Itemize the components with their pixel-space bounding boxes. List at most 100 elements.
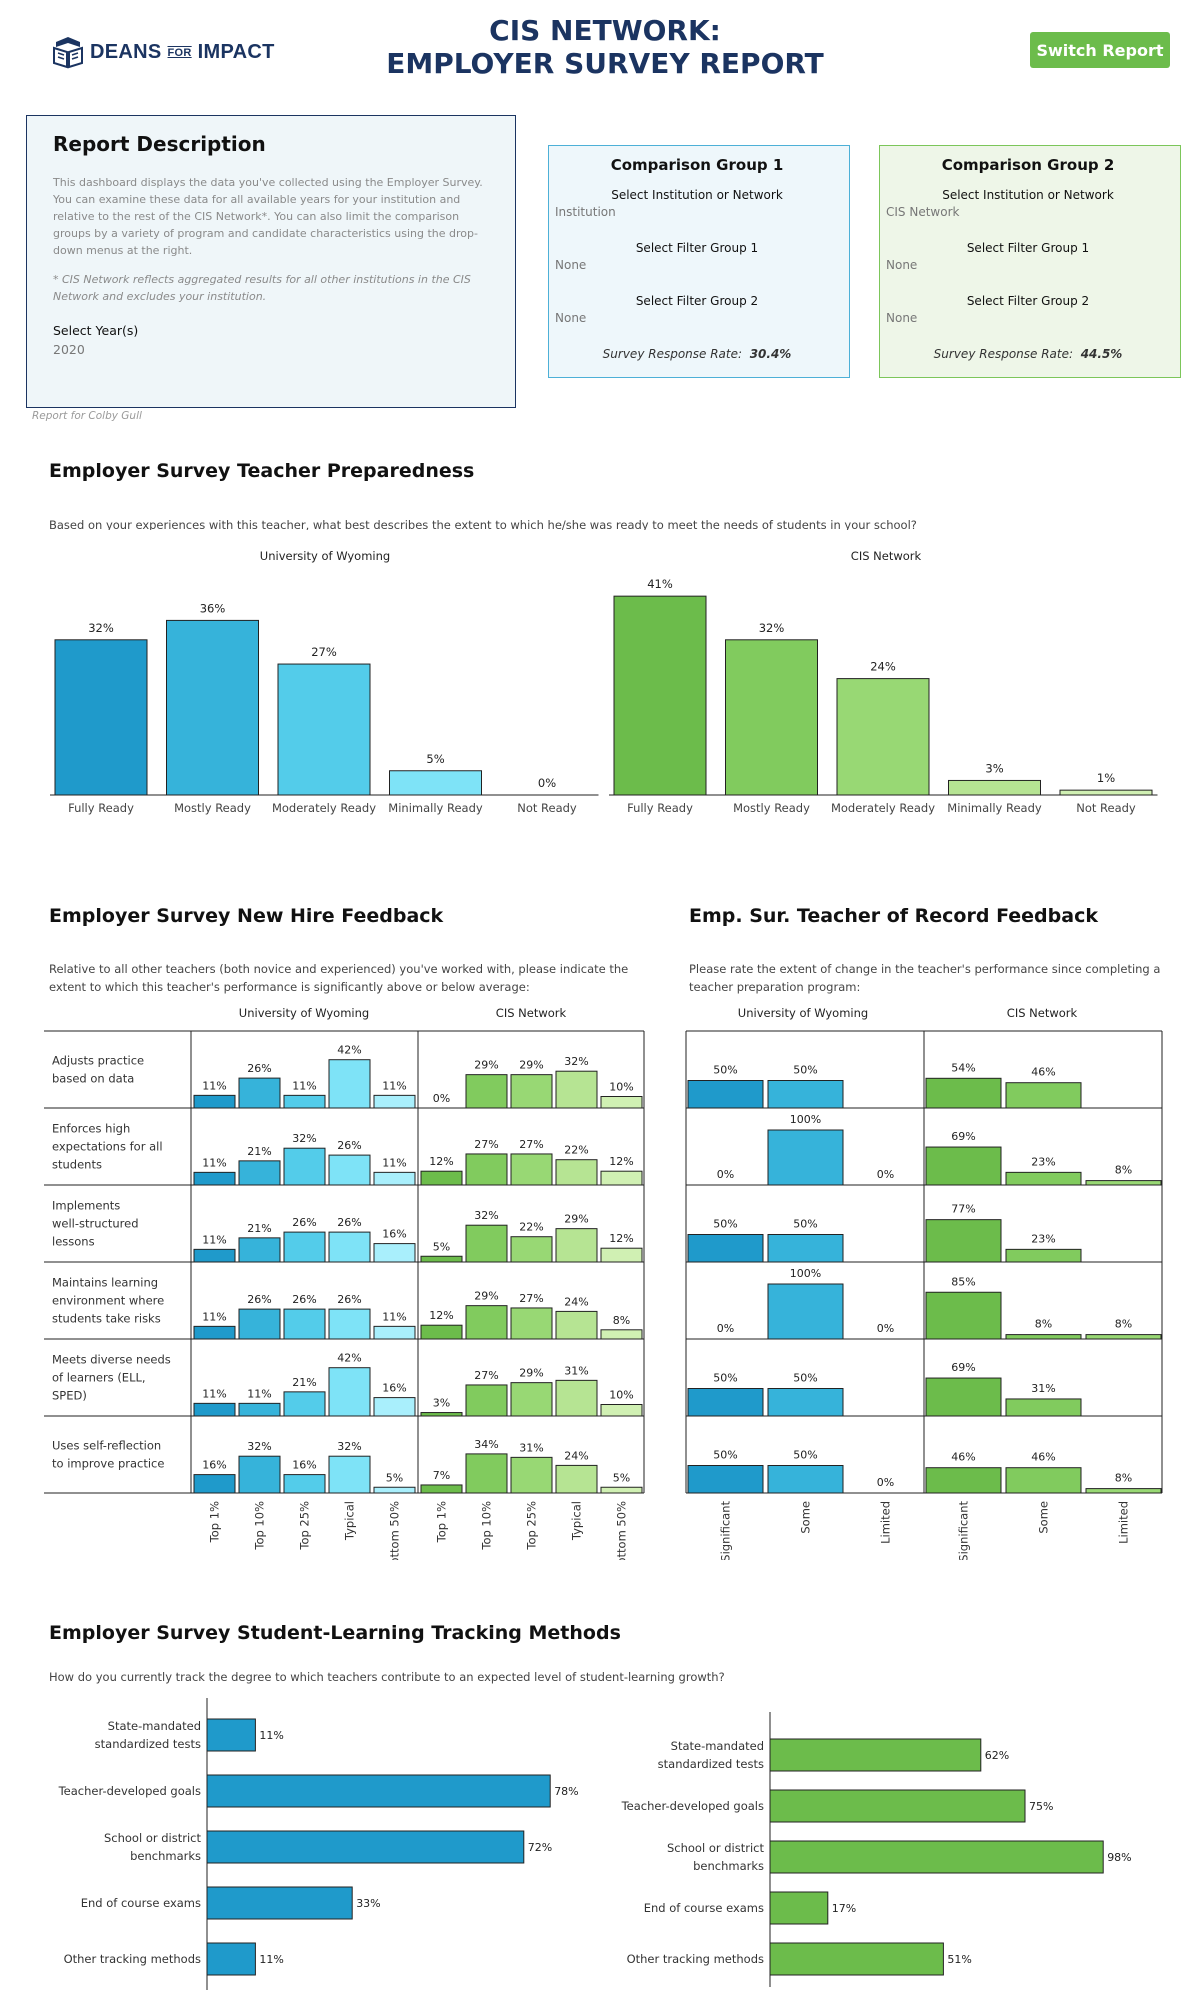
row-label: Implements <box>52 1199 120 1213</box>
data-label: 27% <box>519 1292 543 1305</box>
category-label: Bottom 50% <box>615 1501 629 1560</box>
data-label: 5% <box>433 1240 450 1253</box>
bar <box>767 1234 844 1263</box>
category-label: Fully Ready <box>68 801 134 815</box>
data-label: 12% <box>429 1155 453 1168</box>
bar <box>373 1486 416 1494</box>
bar <box>373 1397 416 1417</box>
data-label: 23% <box>1031 1155 1055 1168</box>
filter-group-1-select[interactable]: None <box>555 258 587 272</box>
data-label: 27% <box>519 1138 543 1151</box>
bar <box>206 1886 353 1920</box>
category-label: Minimally Ready <box>947 801 1042 815</box>
bar <box>328 1154 371 1186</box>
data-label: 42% <box>337 1352 361 1365</box>
bar <box>600 1170 643 1186</box>
bar <box>555 1070 598 1109</box>
bar <box>238 1160 281 1186</box>
year-select[interactable]: 2020 <box>53 342 85 357</box>
data-label: 12% <box>609 1232 633 1245</box>
filter-group-2-select[interactable]: None <box>555 311 587 325</box>
data-label: 26% <box>247 1293 271 1306</box>
category-label: Typical <box>343 1501 357 1541</box>
bar <box>238 1237 281 1263</box>
new-hire-title: Employer Survey New Hire Feedback <box>49 905 444 927</box>
comparison-group-1: Comparison Group 1 Select Institution or… <box>548 145 850 378</box>
series-header: University of Wyoming <box>738 1006 868 1020</box>
comparison-group-2: Comparison Group 2 Select Institution or… <box>879 145 1181 378</box>
description-body: This dashboard displays the data you've … <box>53 176 483 257</box>
switch-report-button[interactable]: Switch Report <box>1030 32 1170 68</box>
data-label: 50% <box>793 1449 817 1462</box>
bar <box>769 1789 1026 1823</box>
row-label: lessons <box>52 1235 95 1249</box>
bar <box>687 1080 764 1109</box>
data-label: 0% <box>538 776 556 790</box>
bar <box>769 1891 829 1925</box>
data-label: 98% <box>1107 1851 1131 1864</box>
data-label: 8% <box>1115 1472 1132 1485</box>
bar <box>206 1942 256 1976</box>
bar <box>555 1464 598 1494</box>
data-label: 32% <box>247 1440 271 1453</box>
data-label: 50% <box>713 1372 737 1385</box>
teacher-of-record-question: Please rate the extent of change in the … <box>689 962 1161 994</box>
data-label: 29% <box>474 1059 498 1072</box>
institution-select[interactable]: CIS Network <box>886 205 960 219</box>
data-label: 22% <box>564 1144 588 1157</box>
bar <box>600 1329 643 1340</box>
category-label: Not Ready <box>1076 801 1136 815</box>
data-label: 46% <box>1031 1451 1055 1464</box>
bar <box>420 1324 463 1340</box>
bar <box>767 1388 844 1417</box>
series-header: University of Wyoming <box>260 549 390 563</box>
row-label: environment where <box>52 1294 164 1308</box>
data-label: 7% <box>433 1469 450 1482</box>
bar <box>925 1146 1002 1186</box>
data-label: 10% <box>609 1081 633 1094</box>
row-label: based on data <box>52 1072 134 1086</box>
data-label: 26% <box>337 1139 361 1152</box>
data-label: 77% <box>951 1203 975 1216</box>
bar <box>283 1391 326 1417</box>
data-label: 85% <box>951 1275 975 1288</box>
category-label: Significant <box>719 1501 733 1560</box>
institution-select[interactable]: Institution <box>555 205 616 219</box>
data-label: 11% <box>202 1156 226 1169</box>
filter-group-1-select[interactable]: None <box>886 258 918 272</box>
data-label: 8% <box>613 1314 630 1327</box>
data-label: 29% <box>519 1059 543 1072</box>
response-rate: Survey Response Rate: 30.4% <box>602 347 792 361</box>
category-label: benchmarks <box>130 1849 201 1863</box>
bar <box>420 1170 463 1186</box>
data-label: 27% <box>311 645 337 659</box>
bar <box>373 1243 416 1263</box>
bar <box>767 1465 844 1494</box>
data-label: 24% <box>870 660 896 674</box>
data-label: 72% <box>528 1841 552 1854</box>
data-label: 50% <box>713 1064 737 1077</box>
data-label: 42% <box>337 1044 361 1057</box>
bar <box>193 1248 236 1263</box>
bar <box>925 1219 1002 1263</box>
bar <box>1005 1248 1082 1263</box>
bar <box>836 678 930 796</box>
data-label: 46% <box>951 1451 975 1464</box>
data-label: 12% <box>609 1155 633 1168</box>
category-label: Limited <box>1117 1501 1131 1544</box>
bar <box>283 1308 326 1340</box>
bar <box>925 1467 1002 1494</box>
data-label: 0% <box>877 1168 894 1181</box>
data-label: 69% <box>951 1361 975 1374</box>
data-label: 31% <box>564 1364 588 1377</box>
bar <box>1005 1398 1082 1417</box>
preparedness-title: Employer Survey Teacher Preparedness <box>49 460 475 482</box>
bar <box>465 1305 508 1340</box>
bar <box>465 1384 508 1417</box>
category-label: State-mandated <box>671 1739 764 1753</box>
bar <box>465 1453 508 1494</box>
filter-group-2-select[interactable]: None <box>886 311 918 325</box>
row-label: expectations for all <box>52 1140 163 1154</box>
category-label: Top 25% <box>298 1501 312 1551</box>
bar <box>1085 1334 1162 1340</box>
